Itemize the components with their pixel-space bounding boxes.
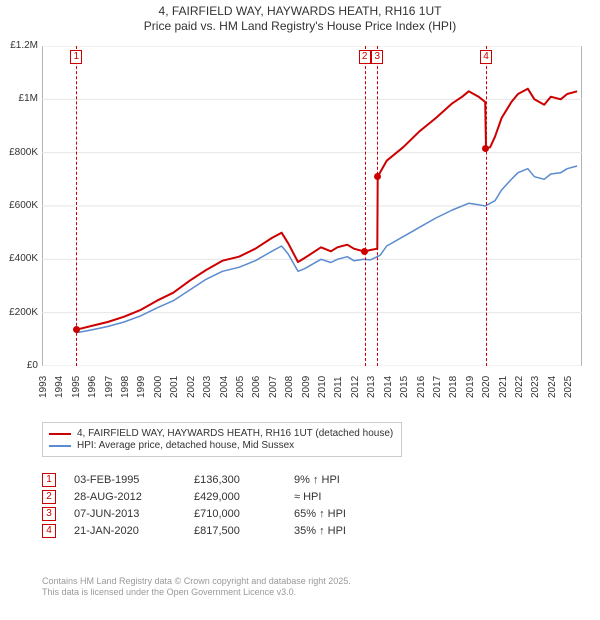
footer-attribution: Contains HM Land Registry data © Crown c… — [42, 576, 351, 598]
row-marker: 2 — [42, 490, 56, 504]
sale-date: 03-FEB-1995 — [74, 474, 194, 486]
sale-price: £817,500 — [194, 525, 294, 537]
sale-marker: 1 — [70, 50, 82, 64]
x-axis-label: 2009 — [301, 376, 312, 398]
sale-marker: 4 — [480, 50, 492, 64]
sale-vs-hpi: 65% ↑ HPI — [294, 508, 404, 520]
sale-point — [73, 326, 80, 333]
table-row: 4 21-JAN-2020£817,50035% ↑ HPI — [42, 524, 404, 538]
x-axis-label: 2013 — [366, 376, 377, 398]
sale-date: 21-JAN-2020 — [74, 525, 194, 537]
x-axis-label: 2021 — [498, 376, 509, 398]
x-axis-label: 1994 — [54, 376, 65, 398]
legend-swatch — [49, 433, 71, 435]
sale-vs-hpi: 35% ↑ HPI — [294, 525, 404, 537]
price-chart: £0£200K£400K£600K£800K£1M£1.2M1993199419… — [42, 46, 582, 366]
table-row: 3 07-JUN-2013£710,00065% ↑ HPI — [42, 507, 404, 521]
x-axis-label: 2016 — [416, 376, 427, 398]
x-axis-label: 2010 — [317, 376, 328, 398]
sale-marker: 2 — [359, 50, 371, 64]
x-axis-label: 1993 — [38, 376, 49, 398]
legend-item: 4, FAIRFIELD WAY, HAYWARDS HEATH, RH16 1… — [49, 428, 393, 439]
sale-date: 28-AUG-2012 — [74, 491, 194, 503]
page-title: 4, FAIRFIELD WAY, HAYWARDS HEATH, RH16 1… — [0, 4, 600, 18]
x-axis-label: 2020 — [481, 376, 492, 398]
x-axis-label: 2019 — [465, 376, 476, 398]
x-axis-label: 1997 — [104, 376, 115, 398]
x-axis-label: 2022 — [514, 376, 525, 398]
x-axis-label: 2008 — [284, 376, 295, 398]
x-axis-label: 2012 — [350, 376, 361, 398]
x-axis-label: 1999 — [136, 376, 147, 398]
x-axis-label: 2005 — [235, 376, 246, 398]
sale-price: £710,000 — [194, 508, 294, 520]
row-marker: 4 — [42, 524, 56, 538]
table-row: 1 03-FEB-1995£136,3009% ↑ HPI — [42, 473, 404, 487]
x-axis-label: 2001 — [169, 376, 180, 398]
x-axis-label: 2003 — [202, 376, 213, 398]
y-axis-label: £1M — [2, 93, 38, 104]
legend-label: HPI: Average price, detached house, Mid … — [77, 440, 294, 451]
x-axis-label: 2023 — [530, 376, 541, 398]
y-axis-label: £600K — [2, 200, 38, 211]
y-axis-label: £1.2M — [2, 40, 38, 51]
chart-legend: 4, FAIRFIELD WAY, HAYWARDS HEATH, RH16 1… — [42, 422, 402, 457]
sale-point — [374, 173, 381, 180]
y-axis-label: £0 — [2, 360, 38, 371]
table-row: 2 28-AUG-2012£429,000≈ HPI — [42, 490, 404, 504]
page-subtitle: Price paid vs. HM Land Registry's House … — [0, 19, 600, 33]
x-axis-label: 1995 — [71, 376, 82, 398]
x-axis-label: 2000 — [153, 376, 164, 398]
sale-price: £429,000 — [194, 491, 294, 503]
legend-item: HPI: Average price, detached house, Mid … — [49, 440, 393, 451]
x-axis-label: 2024 — [547, 376, 558, 398]
row-marker: 3 — [42, 507, 56, 521]
footer-line-2: This data is licensed under the Open Gov… — [42, 587, 351, 598]
x-axis-label: 2002 — [186, 376, 197, 398]
sale-marker: 3 — [371, 50, 383, 64]
y-axis-label: £800K — [2, 147, 38, 158]
sale-price: £136,300 — [194, 474, 294, 486]
x-axis-label: 1996 — [87, 376, 98, 398]
sales-table: 1 03-FEB-1995£136,3009% ↑ HPI 2 28-AUG-2012… — [42, 470, 404, 541]
x-axis-label: 2017 — [432, 376, 443, 398]
x-axis-label: 2018 — [448, 376, 459, 398]
sale-date: 07-JUN-2013 — [74, 508, 194, 520]
x-axis-label: 2015 — [399, 376, 410, 398]
x-axis-label: 2025 — [563, 376, 574, 398]
y-axis-label: £200K — [2, 307, 38, 318]
footer-line-1: Contains HM Land Registry data © Crown c… — [42, 576, 351, 587]
sale-vs-hpi: ≈ HPI — [294, 491, 404, 503]
x-axis-label: 2006 — [251, 376, 262, 398]
x-axis-label: 2011 — [333, 376, 344, 398]
legend-label: 4, FAIRFIELD WAY, HAYWARDS HEATH, RH16 1… — [77, 428, 393, 439]
x-axis-label: 2014 — [383, 376, 394, 398]
x-axis-label: 1998 — [120, 376, 131, 398]
sale-vs-hpi: 9% ↑ HPI — [294, 474, 404, 486]
legend-swatch — [49, 445, 71, 447]
x-axis-label: 2007 — [268, 376, 279, 398]
row-marker: 1 — [42, 473, 56, 487]
x-axis-label: 2004 — [219, 376, 230, 398]
y-axis-label: £400K — [2, 253, 38, 264]
